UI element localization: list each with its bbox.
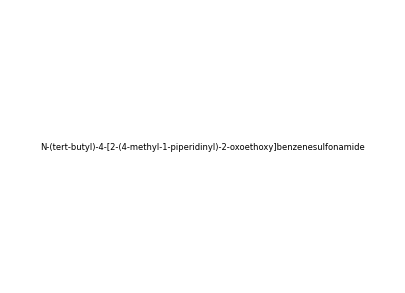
Text: N-(tert-butyl)-4-[2-(4-methyl-1-piperidinyl)-2-oxoethoxy]benzenesulfonamide: N-(tert-butyl)-4-[2-(4-methyl-1-piperidi… <box>40 142 365 151</box>
